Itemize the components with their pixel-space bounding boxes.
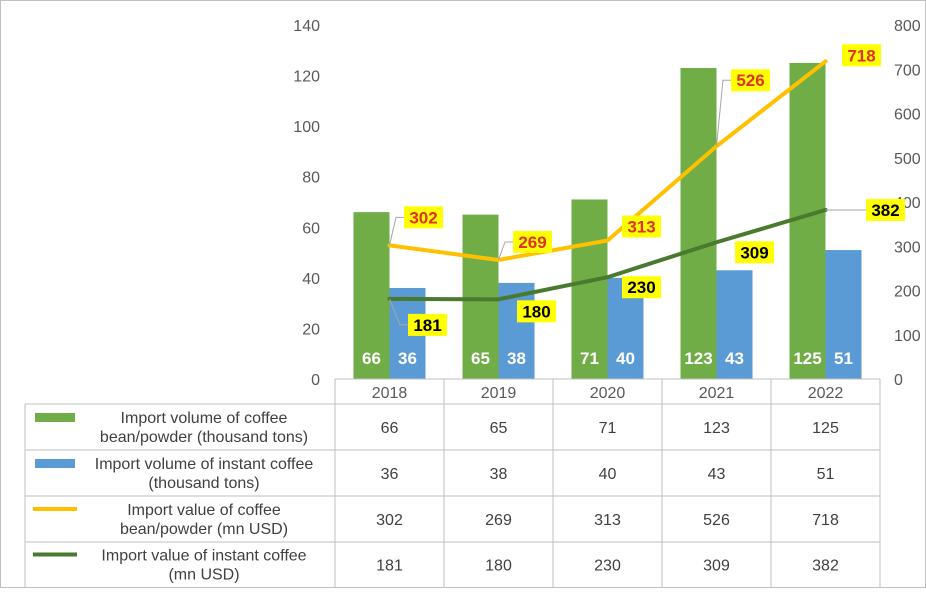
y-right-tick-label: 0 <box>894 372 903 389</box>
table-cell-value: 181 <box>376 558 403 575</box>
y-left-tick-label: 80 <box>302 170 320 187</box>
x-tick-label: 2022 <box>808 385 844 402</box>
table-cell-value: 65 <box>490 420 508 437</box>
legend-key-bean-volume <box>35 413 75 422</box>
x-tick-label: 2019 <box>481 385 517 402</box>
line-data-label: 180 <box>522 302 550 321</box>
y-left-tick-label: 40 <box>302 271 320 288</box>
legend-label: bean/powder (mn USD) <box>120 521 288 538</box>
y-left-tick-label: 0 <box>311 372 320 389</box>
table-cell-value: 313 <box>594 512 621 529</box>
legend-label: Import value of coffee <box>127 502 281 519</box>
line-data-label: 718 <box>847 46 875 65</box>
data-label-leader-line <box>389 216 404 246</box>
bar-bean-volume <box>571 199 608 379</box>
y-left-tick-label: 20 <box>302 321 320 338</box>
bar-data-label: 123 <box>684 349 712 368</box>
data-label-leader-line <box>498 241 513 261</box>
line-data-label: 302 <box>409 208 437 227</box>
table-cell-value: 36 <box>381 466 399 483</box>
table-cell-value: 526 <box>703 512 730 529</box>
y-right-tick-label: 500 <box>894 151 921 168</box>
line-data-label: 269 <box>518 233 546 252</box>
table-cell-value: 40 <box>599 466 617 483</box>
table-cell-value: 309 <box>703 558 730 575</box>
y-left-tick-label: 60 <box>302 220 320 237</box>
y-left-tick-label: 120 <box>293 69 320 86</box>
x-tick-label: 2018 <box>372 385 408 402</box>
line-instant-value <box>387 207 828 302</box>
table-cell-value: 66 <box>381 420 399 437</box>
data-label-highlight <box>735 241 774 264</box>
bar-bean-volume <box>680 67 717 379</box>
table-cell-value: 269 <box>485 512 512 529</box>
table-cell-value: 123 <box>703 420 730 437</box>
legend-label: (thousand tons) <box>148 475 259 492</box>
data-label-leader-line <box>716 79 731 147</box>
y-left-tick-label: 140 <box>293 18 320 35</box>
bar-data-label: 125 <box>793 349 821 368</box>
y-right-tick-label: 700 <box>894 62 921 79</box>
data-label-highlight <box>866 198 905 221</box>
legend-label: (mn USD) <box>168 567 239 584</box>
line-data-label: 526 <box>736 71 764 90</box>
data-label-highlight <box>622 276 661 299</box>
line-data-label: 181 <box>413 316 441 335</box>
y-right-tick-label: 600 <box>894 107 921 124</box>
legend-label: Import volume of coffee <box>121 410 288 427</box>
bar-data-label: 71 <box>580 349 599 368</box>
data-label-highlight <box>731 69 770 92</box>
legend-label: Import volume of instant coffee <box>95 456 314 473</box>
bar-data-label: 51 <box>834 349 853 368</box>
bar-data-label: 40 <box>616 349 635 368</box>
bar-data-label: 43 <box>725 349 744 368</box>
table-cell-value: 125 <box>812 420 839 437</box>
table-cell-value: 43 <box>708 466 726 483</box>
data-label-highlight <box>513 230 552 253</box>
line-data-label: 313 <box>627 217 655 236</box>
bar-instant-volume <box>716 270 753 379</box>
bar-data-label: 65 <box>471 349 490 368</box>
y-right-tick-label: 800 <box>894 18 921 35</box>
table-cell-value: 302 <box>376 512 403 529</box>
bar-data-label: 36 <box>398 349 417 368</box>
y-left-tick-label: 100 <box>293 119 320 136</box>
y-right-tick-label: 300 <box>894 239 921 256</box>
line-data-label: 309 <box>740 243 768 262</box>
data-label-highlight <box>404 206 443 229</box>
line-bean-value <box>387 59 828 262</box>
table-cell-value: 71 <box>599 420 617 437</box>
data-label-highlight <box>408 313 447 336</box>
bar-bean-volume <box>789 62 826 380</box>
data-label-leader-line <box>389 298 408 326</box>
legend-label: bean/powder (thousand tons) <box>100 429 308 446</box>
table-cell-value: 718 <box>812 512 839 529</box>
table-cell-value: 180 <box>485 558 512 575</box>
table-cell-value: 51 <box>817 466 835 483</box>
x-tick-label: 2020 <box>590 385 626 402</box>
table-cell-value: 38 <box>490 466 508 483</box>
bar-instant-volume <box>825 250 862 379</box>
y-right-tick-label: 100 <box>894 328 921 345</box>
bar-data-label: 66 <box>362 349 381 368</box>
data-label-highlight <box>622 215 661 238</box>
line-data-label: 230 <box>627 278 655 297</box>
x-tick-label: 2021 <box>699 385 735 402</box>
data-label-highlight <box>842 44 881 67</box>
data-label-highlight <box>517 300 556 323</box>
bar-bean-volume <box>462 214 499 379</box>
legend-key-instant-volume <box>35 459 75 468</box>
bar-data-label: 38 <box>507 349 526 368</box>
table-cell-value: 230 <box>594 558 621 575</box>
table-cell-value: 382 <box>812 558 839 575</box>
legend-label: Import value of instant coffee <box>101 548 306 565</box>
y-right-tick-label: 200 <box>894 284 921 301</box>
bar-bean-volume <box>353 212 390 379</box>
line-data-label: 382 <box>871 201 899 220</box>
